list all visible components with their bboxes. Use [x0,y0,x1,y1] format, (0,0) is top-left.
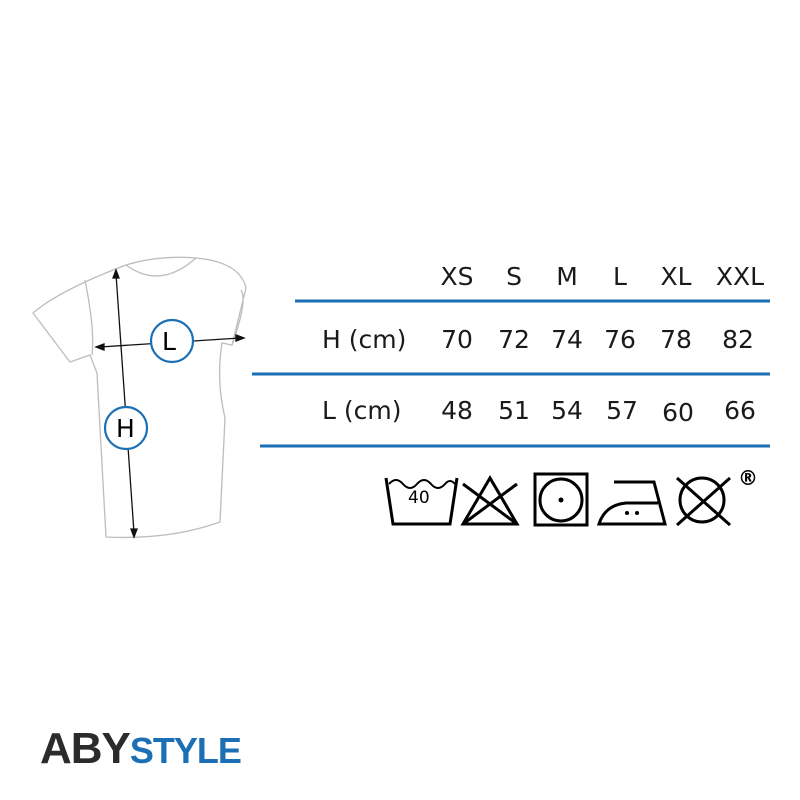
table-cell: 51 [498,396,530,425]
iron-medium-icon [596,480,667,526]
wash-40-icon [384,477,459,526]
logo-part-aby: ABY [40,724,131,773]
table-cell: 82 [722,325,754,354]
abystyle-logo: ABYSTYLE [40,724,242,774]
table-cell: 54 [551,396,583,425]
height-marker-label: H [116,414,135,443]
size-xxl: XXL [715,262,765,291]
tshirt-outline [32,256,247,539]
do-not-bleach-icon [460,475,520,526]
table-cell: 76 [604,325,636,354]
size-m: M [556,262,578,291]
table-cell: 70 [441,325,473,354]
table-cell: 78 [660,325,692,354]
table-cell: 74 [551,325,583,354]
registered-mark: ® [738,466,758,490]
table-cell: 57 [606,396,638,425]
table-cell: 48 [441,396,473,425]
tumble-dry-low-icon [533,472,589,527]
width-marker-label: L [162,327,176,356]
table-cell: 72 [498,325,530,354]
logo-part-style: STYLE [129,730,242,771]
height-marker [103,405,149,451]
size-xs: XS [440,262,474,291]
size-l: L [613,262,627,291]
do-not-dry-clean-icon [676,476,731,527]
height-arrow [112,268,138,539]
wash-temperature: 40 [408,488,430,508]
table-cell: 66 [724,396,756,425]
width-marker [149,318,195,364]
size-xl: XL [660,262,692,291]
size-s: S [506,262,522,291]
row-label: H (cm) [322,325,407,354]
table-cell: 60 [662,398,694,427]
row-label: L (cm) [322,396,402,425]
